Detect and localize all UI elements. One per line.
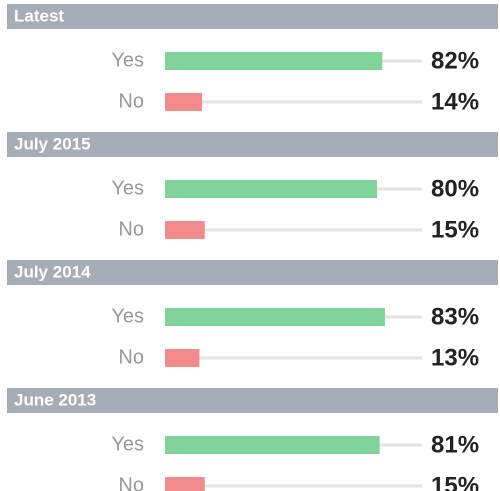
section-title: July 2014: [14, 262, 91, 281]
category-label: No: [118, 474, 144, 491]
value-label: 15%: [431, 472, 479, 491]
category-label: Yes: [111, 177, 144, 199]
section-header: [7, 132, 498, 157]
value-label: 83%: [431, 303, 479, 330]
bar-track: [165, 100, 422, 104]
value-label: 14%: [431, 88, 479, 115]
value-label: 80%: [431, 175, 479, 202]
bar: [165, 349, 200, 367]
bar: [165, 436, 380, 454]
bar-track: [165, 228, 422, 232]
section-header: [7, 388, 498, 413]
section-title: Latest: [14, 6, 64, 25]
category-label: Yes: [111, 433, 144, 455]
section-title: June 2013: [14, 390, 96, 409]
category-label: No: [118, 90, 144, 112]
category-label: No: [118, 218, 144, 240]
bar: [165, 52, 383, 70]
bar-track: [165, 356, 422, 360]
bar: [165, 180, 377, 198]
value-label: 15%: [431, 216, 479, 243]
section-header: [7, 260, 498, 285]
value-label: 13%: [431, 344, 479, 371]
value-label: 81%: [431, 431, 479, 458]
value-label: 82%: [431, 47, 479, 74]
bar-track: [165, 484, 422, 488]
bar: [165, 93, 203, 111]
category-label: Yes: [111, 305, 144, 327]
category-label: No: [118, 346, 144, 368]
section-title: July 2015: [14, 134, 91, 153]
bar: [165, 221, 205, 239]
bar: [165, 477, 205, 491]
bar: [165, 308, 385, 326]
section-header: [7, 4, 498, 29]
category-label: Yes: [111, 49, 144, 71]
